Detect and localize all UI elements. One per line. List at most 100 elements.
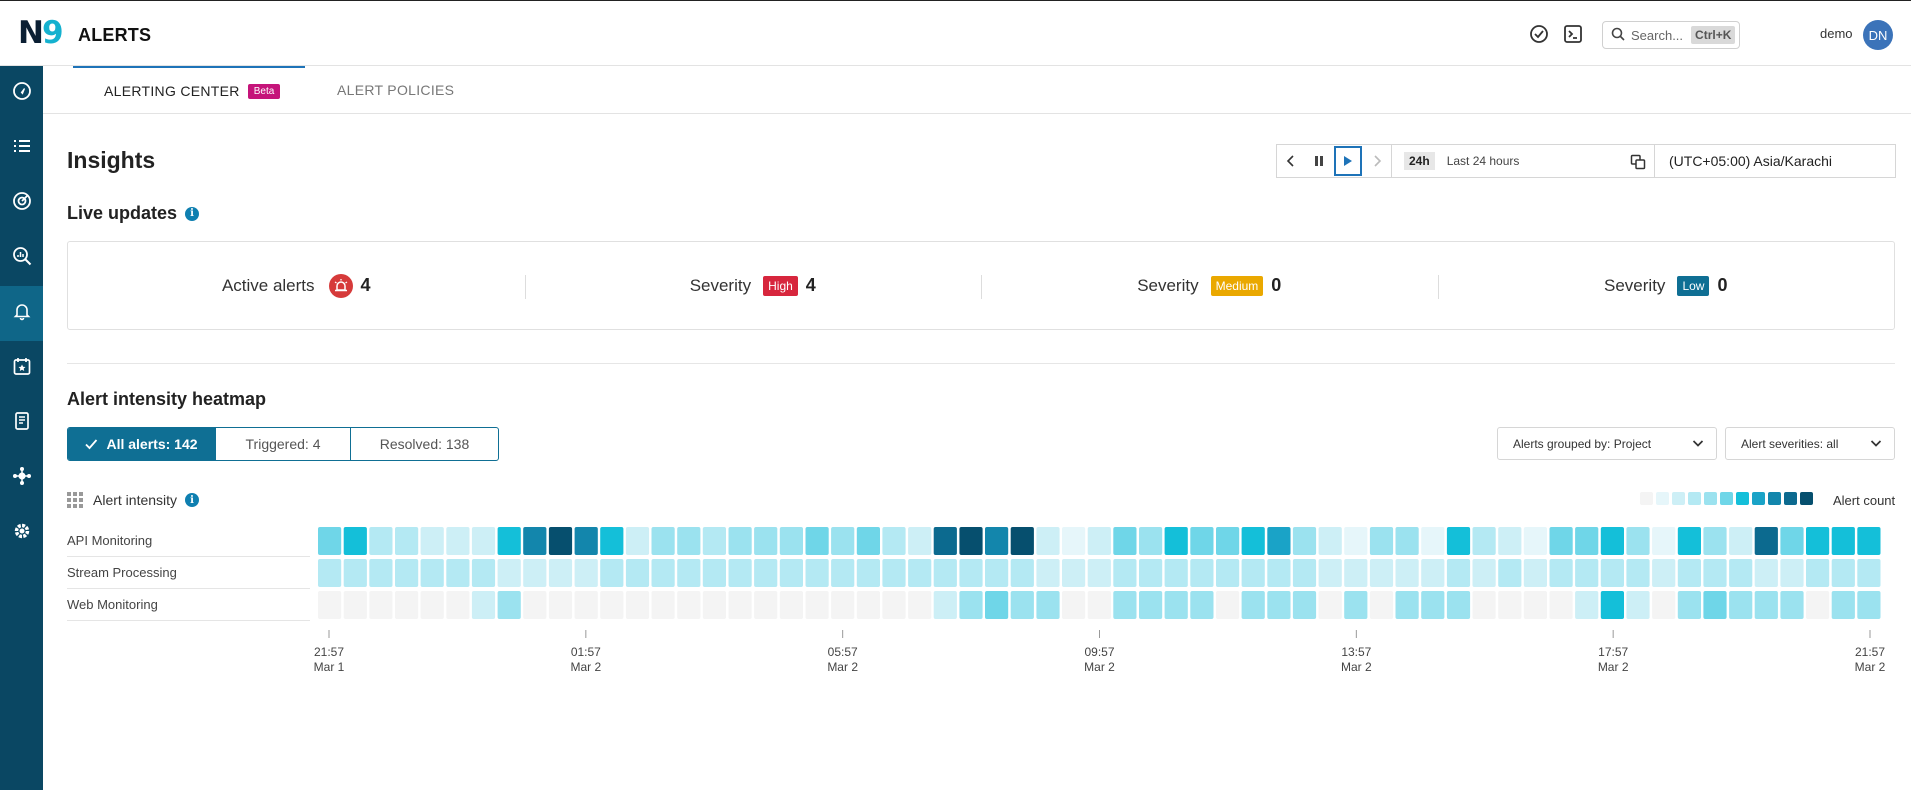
- filter-triggered[interactable]: Triggered: 4: [215, 428, 350, 460]
- heatmap-cell[interactable]: [1087, 559, 1111, 587]
- heatmap-cell[interactable]: [959, 591, 983, 619]
- heatmap-cell[interactable]: [805, 559, 829, 587]
- heatmap-cell[interactable]: [1139, 559, 1163, 587]
- timezone-select[interactable]: (UTC+05:00) Asia/Karachi: [1669, 153, 1833, 169]
- heatmap-cell[interactable]: [1267, 527, 1291, 555]
- heatmap-cell[interactable]: [1036, 559, 1060, 587]
- heatmap-cell[interactable]: [343, 559, 367, 587]
- heatmap-cell[interactable]: [1626, 591, 1650, 619]
- heatmap-cell[interactable]: [1780, 559, 1804, 587]
- heatmap-cell[interactable]: [651, 527, 675, 555]
- heatmap-cell[interactable]: [497, 559, 521, 587]
- heatmap-cell[interactable]: [805, 527, 829, 555]
- heatmap-cell[interactable]: [1857, 559, 1881, 587]
- search-box[interactable]: Search... Ctrl+K: [1602, 21, 1740, 49]
- heatmap-cell[interactable]: [831, 591, 855, 619]
- heatmap-cell[interactable]: [1857, 527, 1881, 555]
- heatmap-cell[interactable]: [1472, 527, 1496, 555]
- heatmap-cell[interactable]: [1831, 527, 1855, 555]
- sidebar-item-dashboard[interactable]: [0, 66, 43, 121]
- heatmap-cell[interactable]: [1395, 527, 1419, 555]
- heatmap-cell[interactable]: [1216, 559, 1240, 587]
- heatmap-cell[interactable]: [651, 591, 675, 619]
- heatmap-cell[interactable]: [420, 527, 444, 555]
- heatmap-cell[interactable]: [1241, 527, 1265, 555]
- heatmap-cell[interactable]: [908, 591, 932, 619]
- heatmap-cell[interactable]: [471, 591, 496, 619]
- terminal-icon[interactable]: [1562, 23, 1584, 45]
- heatmap-cell[interactable]: [1523, 591, 1547, 619]
- heatmap-cell[interactable]: [1677, 591, 1701, 619]
- heatmap-cell[interactable]: [831, 527, 855, 555]
- heatmap-cell[interactable]: [1652, 591, 1676, 619]
- heatmap-cell[interactable]: [1190, 527, 1214, 555]
- heatmap-cell[interactable]: [1113, 527, 1137, 555]
- heatmap-cell[interactable]: [779, 559, 803, 587]
- heatmap-cell[interactable]: [1164, 559, 1188, 587]
- heatmap-cell[interactable]: [1395, 559, 1419, 587]
- heatmap-cell[interactable]: [1446, 559, 1471, 587]
- heatmap-cell[interactable]: [1318, 559, 1342, 587]
- heatmap-cell[interactable]: [702, 527, 726, 555]
- heatmap-cell[interactable]: [1575, 527, 1599, 555]
- heatmap-cell[interactable]: [318, 591, 342, 619]
- heatmap-cell[interactable]: [1062, 527, 1086, 555]
- heatmap-cell[interactable]: [1498, 591, 1522, 619]
- heatmap-cell[interactable]: [1395, 591, 1419, 619]
- heatmap-cell[interactable]: [1190, 559, 1214, 587]
- heatmap-cell[interactable]: [1575, 559, 1599, 587]
- heatmap-cell[interactable]: [343, 591, 367, 619]
- heatmap-cell[interactable]: [1139, 527, 1163, 555]
- heatmap-cell[interactable]: [1677, 527, 1701, 555]
- heatmap-cell[interactable]: [625, 559, 650, 587]
- heatmap-cell[interactable]: [1600, 527, 1624, 555]
- heatmap-cell[interactable]: [1010, 591, 1034, 619]
- heatmap-cell[interactable]: [1087, 591, 1111, 619]
- heatmap-cell[interactable]: [1087, 527, 1111, 555]
- heatmap-cell[interactable]: [523, 527, 547, 555]
- sidebar-item-integrations[interactable]: [0, 451, 43, 506]
- heatmap-cell[interactable]: [1344, 559, 1368, 587]
- heatmap-cell[interactable]: [1472, 591, 1496, 619]
- heatmap-cell[interactable]: [548, 559, 573, 587]
- heatmap-cell[interactable]: [702, 591, 726, 619]
- heatmap-cell[interactable]: [1241, 591, 1265, 619]
- sidebar-item-analysis[interactable]: [0, 231, 43, 286]
- heatmap-cell[interactable]: [831, 559, 855, 587]
- heatmap-cell[interactable]: [574, 591, 598, 619]
- heatmap-cell[interactable]: [1549, 559, 1573, 587]
- heatmap-cell[interactable]: [1062, 559, 1086, 587]
- heatmap-cell[interactable]: [1344, 527, 1368, 555]
- heatmap-cell[interactable]: [908, 559, 932, 587]
- heatmap-cell[interactable]: [1703, 527, 1727, 555]
- heatmap-cell[interactable]: [625, 591, 650, 619]
- heatmap-cell[interactable]: [754, 527, 778, 555]
- heatmap-cell[interactable]: [1523, 559, 1547, 587]
- heatmap-cell[interactable]: [856, 559, 880, 587]
- heatmap-cell[interactable]: [1754, 559, 1778, 587]
- heatmap-cell[interactable]: [446, 527, 470, 555]
- heatmap-cell[interactable]: [856, 527, 880, 555]
- heatmap-cell[interactable]: [677, 591, 701, 619]
- heatmap-cell[interactable]: [1139, 591, 1163, 619]
- info-icon[interactable]: i: [185, 493, 200, 507]
- heatmap-cell[interactable]: [1421, 559, 1445, 587]
- heatmap-cell[interactable]: [1626, 559, 1650, 587]
- heatmap-cell[interactable]: [625, 527, 650, 555]
- avatar[interactable]: DN: [1863, 20, 1893, 50]
- heatmap-cell[interactable]: [1344, 591, 1368, 619]
- heatmap-cell[interactable]: [1113, 559, 1137, 587]
- heatmap-cell[interactable]: [677, 559, 701, 587]
- heatmap-cell[interactable]: [754, 591, 778, 619]
- heatmap-cell[interactable]: [600, 559, 624, 587]
- heatmap-cell[interactable]: [1292, 559, 1317, 587]
- heatmap-cell[interactable]: [574, 559, 598, 587]
- sidebar-item-list[interactable]: [0, 121, 43, 176]
- heatmap-cell[interactable]: [420, 559, 444, 587]
- heatmap-cell[interactable]: [856, 591, 880, 619]
- info-icon[interactable]: i: [185, 206, 200, 221]
- heatmap-cell[interactable]: [1703, 559, 1727, 587]
- heatmap-cell[interactable]: [574, 527, 598, 555]
- heatmap-cell[interactable]: [420, 591, 444, 619]
- user-name[interactable]: demo: [1820, 26, 1853, 41]
